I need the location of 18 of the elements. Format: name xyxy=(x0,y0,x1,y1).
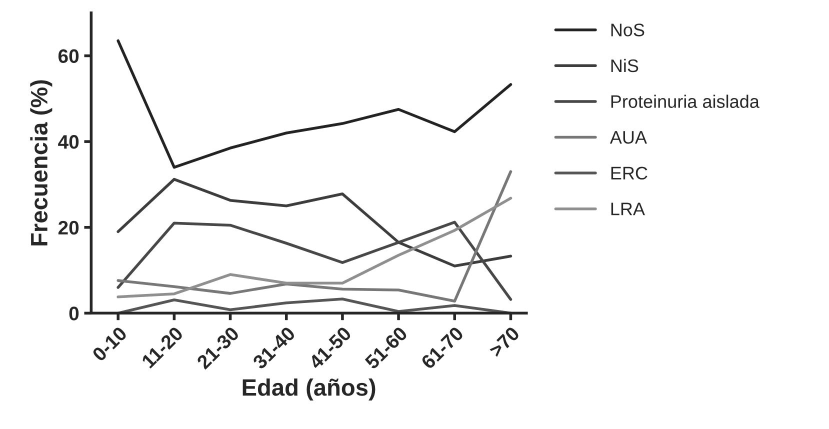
legend-label: NoS xyxy=(611,24,644,36)
legend-label: Proteinuria aislada xyxy=(611,94,760,108)
y-tick-label: 40 xyxy=(58,135,79,149)
legend-label: NiS xyxy=(611,58,638,72)
x-tick-label: >70 xyxy=(488,326,520,358)
line-series xyxy=(116,298,512,314)
y-tick-label: 20 xyxy=(58,220,79,235)
y-tick-label: 0 xyxy=(69,306,79,320)
x-tick-label: 0-10 xyxy=(92,326,128,362)
y-tick-label: 60 xyxy=(58,49,79,64)
legend-label: AUA xyxy=(610,131,647,144)
line-series xyxy=(116,170,512,303)
legend-label: ERC xyxy=(611,166,648,180)
y-axis-title: Frecuencia (%) xyxy=(30,80,52,246)
legend-label: LRA xyxy=(611,202,645,216)
line-series xyxy=(116,196,512,298)
line-series xyxy=(116,39,512,169)
x-axis-title: Edad (años) xyxy=(242,378,376,401)
